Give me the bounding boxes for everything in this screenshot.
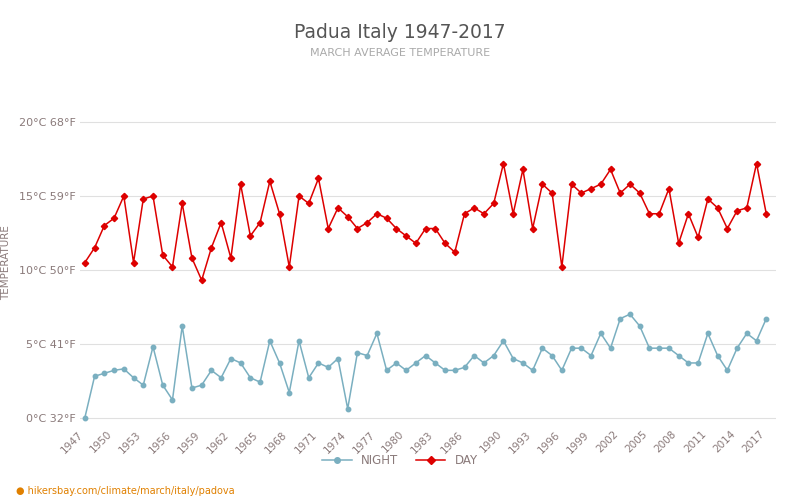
Line: DAY: DAY — [82, 162, 769, 282]
Text: ● hikersbay.com/climate/march/italy/padova: ● hikersbay.com/climate/march/italy/pado… — [16, 486, 234, 496]
Legend: NIGHT, DAY: NIGHT, DAY — [318, 449, 482, 471]
NIGHT — [99, 370, 109, 376]
DAY — [762, 211, 771, 217]
NIGHT — [80, 414, 90, 420]
DAY — [421, 226, 430, 232]
NIGHT — [762, 316, 771, 322]
DAY — [197, 277, 206, 283]
NIGHT — [732, 345, 742, 351]
Line: NIGHT: NIGHT — [82, 312, 769, 420]
DAY — [80, 260, 90, 266]
NIGHT — [596, 330, 606, 336]
NIGHT — [489, 352, 498, 358]
DAY — [742, 205, 751, 211]
NIGHT — [274, 360, 284, 366]
Text: Padua Italy 1947-2017: Padua Italy 1947-2017 — [294, 22, 506, 42]
Text: MARCH AVERAGE TEMPERATURE: MARCH AVERAGE TEMPERATURE — [310, 48, 490, 58]
DAY — [99, 222, 109, 228]
NIGHT — [625, 311, 634, 317]
DAY — [713, 205, 722, 211]
NIGHT — [411, 360, 421, 366]
DAY — [178, 200, 187, 206]
Y-axis label: TEMPERATURE: TEMPERATURE — [1, 225, 10, 300]
DAY — [498, 160, 508, 166]
DAY — [508, 211, 518, 217]
